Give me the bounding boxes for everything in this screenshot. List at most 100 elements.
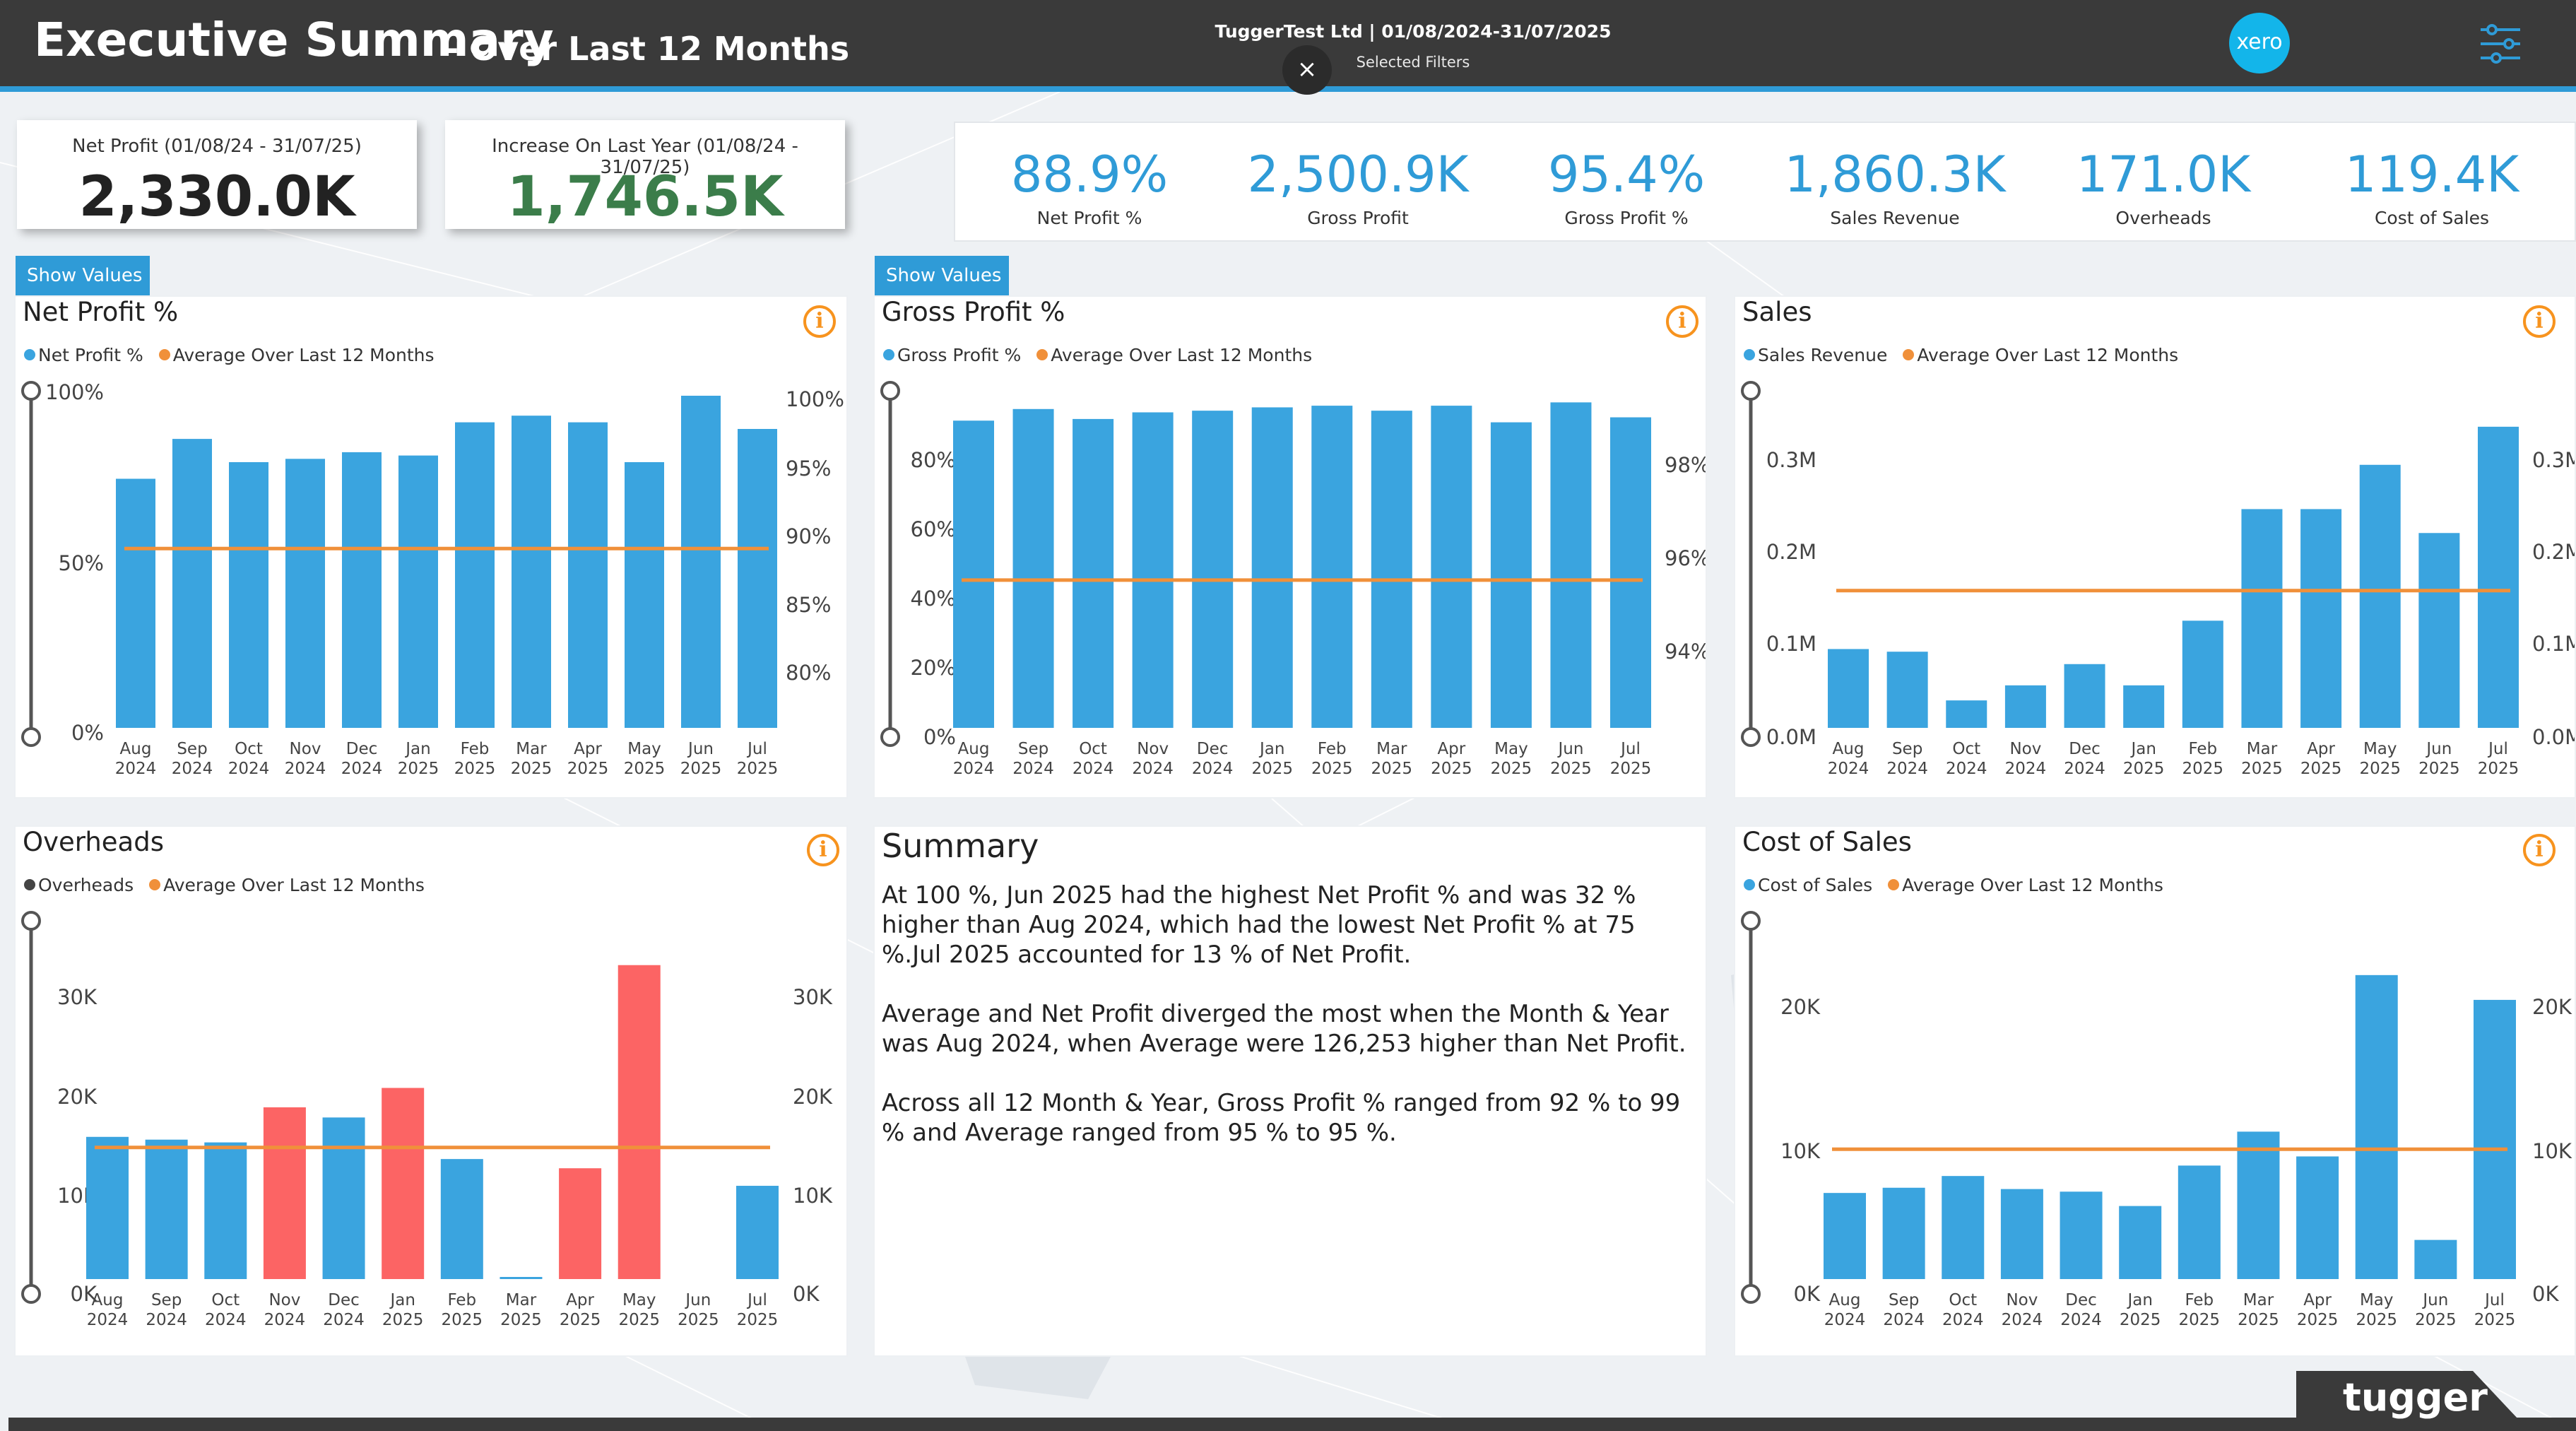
y-tick-label-left: 0.3M [1766, 448, 1816, 472]
legend-label: Cost of Sales [1758, 875, 1873, 895]
gross-profit-pct-panel: Gross Profit % i Gross Profit % Average … [873, 295, 1710, 799]
x-tick-label-month: Mar [2243, 1291, 2274, 1309]
y-tick-label-right: 0.3M [2532, 448, 2575, 472]
chart-title: Cost of Sales [1742, 827, 1912, 857]
bar-aug [953, 420, 994, 728]
chart-title: Gross Profit % [882, 297, 1065, 327]
x-tick-label-month: Jun [687, 740, 714, 758]
y-tick-label-left: 0K [1794, 1282, 1821, 1306]
summary-paragraph: Average and Net Profit diverged the most… [882, 1000, 1686, 1058]
kpi-cost-of-sales: 119.4K Cost of Sales [2298, 123, 2566, 240]
x-tick-label-month: Oct [1949, 1291, 1977, 1309]
y-tick-label-left: 0.1M [1766, 632, 1816, 656]
legend-item-series: Overheads [24, 875, 134, 895]
selected-filters-label[interactable]: Selected Filters [1356, 54, 1470, 71]
bar-jan [398, 455, 438, 728]
xero-logo[interactable]: xero [2229, 13, 2290, 73]
x-tick-label-month: May [2360, 1291, 2394, 1309]
x-tick-label-month: Aug [120, 740, 152, 758]
chart-legend: Overheads Average Over Last 12 Months [24, 875, 435, 895]
y-tick-label-right: 0.2M [2532, 540, 2575, 564]
filter-sliders-icon[interactable] [2476, 20, 2524, 68]
y-tick-label-right: 90% [786, 524, 831, 548]
info-icon[interactable]: i [1666, 305, 1698, 338]
bar-oct [204, 1142, 247, 1279]
y-tick-label-left: 50% [59, 551, 104, 575]
x-tick-label-year: 2024 [285, 760, 326, 778]
info-icon[interactable]: i [2523, 305, 2556, 338]
y-tick-label-right: 0.1M [2532, 632, 2575, 656]
show-values-button-2[interactable]: Show Values [875, 256, 1009, 295]
x-tick-label-month: Dec [2069, 740, 2101, 758]
show-values-button-1[interactable]: Show Values [16, 256, 150, 295]
info-icon[interactable]: i [2523, 834, 2556, 866]
x-tick-label-year: 2025 [1311, 760, 1353, 778]
range-slider-handle-top [21, 381, 41, 401]
bar-feb [2178, 1165, 2221, 1279]
y-tick-label-right: 95% [786, 457, 831, 481]
bar-mar [500, 1277, 543, 1279]
bar-aug [86, 1136, 129, 1279]
y-tick-label-right: 0K [2532, 1282, 2559, 1306]
x-tick-label-month: Jul [746, 1291, 767, 1309]
x-tick-label-month: Aug [958, 740, 990, 758]
legend-label: Net Profit % [38, 345, 143, 365]
net-profit-pct-panel: Net Profit % i Net Profit % Average Over… [14, 295, 848, 799]
bar-aug [1824, 1193, 1866, 1279]
net-profit-pct-chart: 100% 50% 0% 100% 95% 90% 85% 80% Aug 2024 Sep 2024 O… [21, 380, 844, 778]
x-tick-label-year: 2025 [2179, 1311, 2221, 1329]
x-tick-label-year: 2025 [2182, 760, 2224, 778]
bar-mar [1371, 411, 1412, 728]
x-tick-label-year: 2024 [1012, 760, 1054, 778]
x-tick-label-year: 2024 [1824, 1311, 1866, 1329]
bar-jul [1610, 417, 1651, 728]
x-tick-label-year: 2025 [1371, 760, 1413, 778]
bar-feb [2182, 620, 2223, 728]
x-tick-label-year: 2025 [1431, 760, 1472, 778]
kpi-label: Gross Profit % [1564, 208, 1689, 228]
bar-oct [1073, 418, 1114, 728]
x-tick-label-year: 2025 [2359, 760, 2401, 778]
bar-jul [736, 1186, 779, 1279]
bar-oct [1946, 700, 1987, 728]
kpi-label: Gross Profit [1307, 208, 1409, 228]
y-tick-label-right: 100% [786, 387, 844, 411]
chart-legend: Sales Revenue Average Over Last 12 Month… [1744, 345, 2188, 365]
x-tick-label-month: Oct [211, 1291, 240, 1309]
kpi-value: 2,500.9K [1247, 146, 1469, 204]
chart-title: Sales [1742, 297, 1812, 327]
info-icon[interactable]: i [803, 305, 836, 338]
kpi-gross-profit: 2,500.9K Gross Profit [1224, 123, 1492, 240]
x-tick-label-year: 2025 [618, 1311, 660, 1329]
x-tick-label-month: Nov [290, 740, 321, 758]
x-tick-label-year: 2025 [2241, 760, 2283, 778]
sales-chart: 0.3M 0.2M 0.1M 0.0M 0.3M 0.2M 0.1M 0.0M Aug 2024 S… [1741, 381, 2576, 778]
range-slider-handle-bottom [21, 727, 41, 747]
info-icon[interactable]: i [807, 834, 839, 866]
x-tick-label-month: Aug [1833, 740, 1865, 758]
legend-item-series: Gross Profit % [883, 345, 1021, 365]
x-tick-label-month: Aug [1829, 1291, 1861, 1309]
x-tick-label-year: 2025 [2474, 1311, 2516, 1329]
y-tick-label-left: 0% [923, 725, 956, 749]
bar-jul [738, 429, 777, 728]
y-tick-label-right: 96% [1665, 546, 1706, 570]
y-tick-label-right: 10K [2532, 1139, 2572, 1163]
bar-dec [2064, 664, 2105, 728]
net-profit-card-label: Net Profit (01/08/24 - 31/07/25) [72, 136, 362, 157]
bar-feb [1311, 406, 1353, 728]
x-tick-label-month: May [627, 740, 661, 758]
close-filters-button[interactable]: × [1282, 45, 1332, 95]
summary-paragraph: Across all 12 Month & Year, Gross Profit… [882, 1089, 1681, 1147]
x-tick-label-month: Jan [404, 740, 430, 758]
x-tick-label-month: Mar [2247, 740, 2278, 758]
bar-dec [342, 452, 382, 728]
chart-legend: Net Profit % Average Over Last 12 Months [24, 345, 444, 365]
bar-jan [2123, 685, 2165, 728]
x-tick-label-month: Feb [461, 740, 490, 758]
x-tick-label-year: 2025 [500, 1311, 542, 1329]
y-tick-label-right: 80% [786, 661, 831, 685]
bar-sep [1886, 652, 1928, 728]
y-tick-label-left: 100% [45, 380, 104, 404]
x-tick-label-year: 2024 [953, 760, 995, 778]
